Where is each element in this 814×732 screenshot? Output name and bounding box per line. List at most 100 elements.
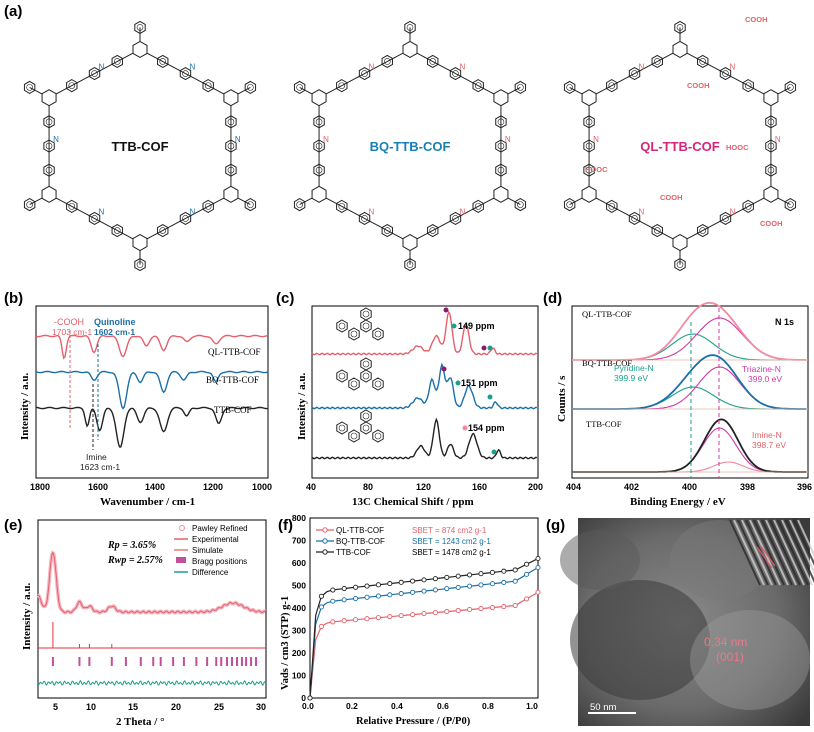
- xps-component: [572, 317, 807, 361]
- ftir-tick-1000: 1000: [252, 482, 272, 492]
- ftir-label-ttb: TTB-COF: [214, 405, 252, 415]
- nmr-mini-structure: [336, 409, 384, 443]
- triazine-node: [581, 185, 597, 203]
- structures-row: N N N N N N TTB-COF N N N N N N BQ-TTB-COF N N N N N N COOH C…: [23, 15, 797, 272]
- xps-pyr-ev: 399.9 eV: [614, 373, 648, 383]
- triazine-node: [763, 185, 779, 203]
- bet-ytick: 700: [292, 536, 306, 546]
- tem-image: 0.34 nm (001) 50 nm: [560, 518, 814, 726]
- xps-label-bq: BQ-TTB-COF: [582, 358, 632, 368]
- ftir-ylabel: Intensity / a.u.: [19, 373, 31, 440]
- ftir-series-bq: [35, 370, 269, 410]
- n-atom: N: [53, 135, 59, 144]
- bet-ytick: 100: [292, 671, 306, 681]
- nmr-series-ttb: [311, 417, 538, 460]
- carboxyl-label: HOOC: [726, 143, 749, 152]
- bet-sbet-bq: SBET = 1243 cm2 g-1: [412, 537, 491, 546]
- ftir-chart: -COOH 1703 cm-1 Quinoline 1602 cm-1 Imin…: [19, 305, 272, 508]
- xps-tick-400: 400: [682, 482, 697, 492]
- pxrd-legend-bragg: Bragg positions: [192, 557, 247, 566]
- panel-label-g: (g): [546, 517, 565, 534]
- bragg-position: [172, 657, 175, 666]
- bet-legend-ql: QL-TTB-COF: [336, 526, 384, 535]
- bet-ytick: 200: [292, 648, 306, 658]
- bet-legend-bq: BQ-TTB-COF: [336, 537, 385, 546]
- triazine-node: [402, 234, 418, 252]
- bet-xtick-0: 0.0: [302, 701, 314, 711]
- ftir-label-bq: BQ-TTB-COF: [206, 375, 259, 385]
- pxrd-experimental: [37, 552, 266, 614]
- nmr-mini-structure: [336, 357, 384, 391]
- pxrd-legend: Pawley Refined Experimental Simulate Bra…: [174, 524, 248, 577]
- bragg-position: [139, 657, 142, 666]
- cof-structure-2: N N N N N N BQ-TTB-COF: [293, 20, 527, 272]
- bragg-position: [235, 657, 238, 666]
- tem-hkl: (001): [716, 650, 744, 664]
- nmr-tick-80: 80: [363, 482, 373, 492]
- n-atom: N: [505, 135, 511, 144]
- nmr-xlabel: 13C Chemical Shift / ppm: [352, 496, 474, 508]
- bet-xtick-2: 0.4: [391, 701, 403, 711]
- pxrd-tick-5: 5: [53, 702, 58, 712]
- bragg-position: [195, 657, 198, 666]
- ftir-xlabel: Wavenumber / cm-1: [100, 496, 195, 508]
- bet-sbet-ttb: SBET = 1478 cm2 g-1: [412, 548, 491, 557]
- bragg-position: [255, 657, 258, 666]
- nmr-ylabel: Intensity / a.u.: [296, 373, 308, 440]
- panel-label-b: (b): [4, 290, 23, 307]
- xps-tick-404: 404: [566, 482, 581, 492]
- bet-xtick-4: 0.8: [482, 701, 494, 711]
- pxrd-xlabel: 2 Theta / °: [116, 716, 165, 728]
- carboxyl-label: COOH: [745, 15, 768, 24]
- bragg-position: [215, 657, 218, 666]
- ftir-ann-imine: Imine: [86, 452, 107, 462]
- bet-ytick: 800: [292, 513, 306, 523]
- structure-name: TTB-COF: [111, 139, 168, 154]
- pxrd-tick-25: 25: [214, 702, 224, 712]
- n-atom: N: [99, 63, 105, 72]
- triazine-node: [493, 89, 509, 107]
- xps-tick-396: 396: [797, 482, 812, 492]
- xps-tri-ev: 399.0 eV: [748, 374, 782, 384]
- n-atom: N: [593, 135, 599, 144]
- triazine-node: [223, 185, 239, 203]
- bet-sbet-ql: SBET = 874 cm2 g-1: [412, 526, 487, 535]
- ftir-ann-quin: Quinoline: [94, 317, 136, 327]
- nmr-mini-structure: [336, 307, 384, 341]
- nmr-tick-40: 40: [306, 482, 316, 492]
- panel-label-c: (c): [276, 290, 294, 307]
- xps-xlabel: Binding Energy / eV: [630, 496, 726, 508]
- cof-structure-3: N N N N N N COOH COOH HOOC HOOC COOH COOH QL-TTB-COF: [563, 15, 797, 272]
- n-atom: N: [459, 63, 465, 72]
- ftir-tick-1600: 1600: [88, 482, 108, 492]
- triazine-node: [223, 89, 239, 107]
- triazine-node: [763, 89, 779, 107]
- structure-name: QL-TTB-COF: [640, 139, 719, 154]
- triazine-node: [41, 89, 57, 107]
- n-atom: N: [729, 207, 735, 216]
- triazine-node: [672, 40, 688, 58]
- carboxyl-label: COOH: [687, 81, 710, 90]
- n-atom: N: [639, 63, 645, 72]
- pxrd-tick-20: 20: [171, 702, 181, 712]
- ftir-ann-imine-wn: 1623 cm-1: [80, 462, 120, 472]
- pxrd-chart: Rp = 3.65% Rwp = 2.57% Pawley Refined Ex…: [21, 519, 267, 728]
- pxrd-tick-10: 10: [86, 702, 96, 712]
- triazine-node: [402, 40, 418, 58]
- bet-ytick: 500: [292, 581, 306, 591]
- n-atom: N: [323, 135, 329, 144]
- bragg-position: [159, 657, 162, 666]
- cof-structure-1: N N N N N N TTB-COF: [23, 20, 257, 272]
- n-atom: N: [729, 63, 735, 72]
- bragg-position: [240, 657, 243, 666]
- triazine-node: [311, 89, 327, 107]
- pxrd-rwp: Rwp = 2.57%: [107, 555, 163, 566]
- bet-xtick-3: 0.6: [437, 701, 449, 711]
- pxrd-legend-diff: Difference: [192, 568, 229, 577]
- n-atom: N: [639, 207, 645, 216]
- panel-label-f: (f): [278, 517, 293, 534]
- xps-title: N 1s: [775, 317, 794, 327]
- bragg-position: [245, 657, 248, 666]
- ftir-series-ql: [35, 334, 269, 360]
